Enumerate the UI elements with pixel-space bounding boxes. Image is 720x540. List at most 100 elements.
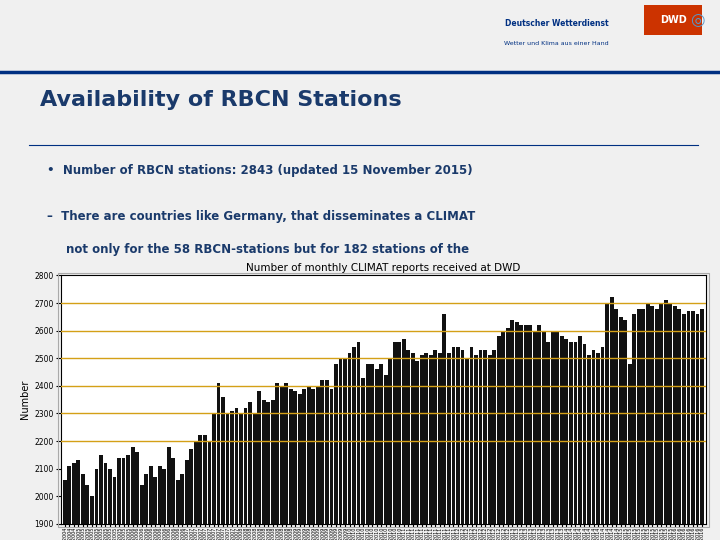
Bar [691, 311, 695, 540]
Bar [212, 414, 216, 540]
Bar [614, 308, 618, 540]
Bar [379, 364, 383, 540]
Bar [618, 317, 623, 540]
Bar [130, 447, 135, 540]
Text: Deutscher Wetterdienst: Deutscher Wetterdienst [505, 19, 608, 28]
Bar [334, 364, 338, 540]
Bar [384, 375, 387, 540]
Bar [664, 300, 667, 540]
Bar [636, 308, 641, 540]
Bar [108, 469, 112, 540]
Bar [682, 314, 686, 540]
Bar [284, 383, 288, 540]
Bar [230, 410, 234, 540]
Bar [158, 466, 161, 540]
Bar [239, 414, 243, 540]
Bar [72, 463, 76, 540]
Bar [86, 485, 89, 540]
Bar [411, 353, 415, 540]
Bar [668, 303, 672, 540]
Bar [266, 402, 270, 540]
Bar [393, 342, 397, 540]
Bar [415, 361, 419, 540]
Bar [696, 314, 699, 540]
Bar [497, 336, 500, 540]
Bar [474, 355, 478, 540]
Bar [330, 389, 333, 540]
Bar [655, 308, 659, 540]
Bar [189, 449, 193, 540]
Bar [112, 477, 117, 540]
Bar [253, 414, 256, 540]
Bar [537, 325, 541, 540]
Bar [76, 460, 81, 540]
Bar [207, 441, 212, 540]
Bar [678, 308, 681, 540]
Bar [479, 350, 482, 540]
Bar [262, 400, 266, 540]
Bar [316, 386, 320, 540]
Text: ◎: ◎ [690, 11, 704, 29]
Bar [610, 298, 613, 540]
Bar [542, 330, 546, 540]
Bar [420, 355, 424, 540]
Bar [176, 480, 180, 540]
Bar [104, 463, 107, 540]
Bar [574, 342, 577, 540]
Bar [153, 477, 157, 540]
Bar [271, 400, 274, 540]
Text: •  Number of RBCN stations: 2843 (updated 15 November 2015): • Number of RBCN stations: 2843 (updated… [47, 164, 472, 177]
Bar [650, 306, 654, 540]
Bar [402, 339, 405, 540]
Bar [501, 330, 505, 540]
Bar [370, 364, 374, 540]
Bar [642, 308, 645, 540]
Bar [397, 342, 401, 540]
Bar [149, 466, 153, 540]
Bar [312, 389, 315, 540]
Bar [564, 339, 568, 540]
Bar [438, 353, 442, 540]
Bar [366, 364, 369, 540]
Bar [406, 350, 410, 540]
Bar [660, 303, 663, 540]
Bar [338, 358, 343, 540]
Bar [289, 389, 293, 540]
Bar [582, 345, 586, 540]
Bar [388, 358, 392, 540]
Bar [162, 469, 166, 540]
Bar [275, 383, 279, 540]
Bar [225, 414, 230, 540]
Bar [199, 435, 202, 540]
Bar [221, 397, 225, 540]
Text: Availability of RBCN Stations: Availability of RBCN Stations [40, 90, 401, 110]
Bar [443, 314, 446, 540]
Bar [578, 336, 582, 540]
Bar [167, 447, 171, 540]
Bar [624, 320, 627, 540]
Bar [510, 320, 514, 540]
Bar [487, 355, 492, 540]
Bar [592, 350, 595, 540]
Y-axis label: Number: Number [20, 380, 30, 419]
Bar [320, 380, 324, 540]
Bar [429, 355, 433, 540]
Bar [302, 389, 306, 540]
Bar [505, 328, 510, 540]
Bar [560, 336, 564, 540]
Bar [348, 353, 351, 540]
Bar [90, 496, 94, 540]
Bar [203, 435, 207, 540]
Bar [122, 457, 125, 540]
Bar [569, 342, 573, 540]
Bar [600, 347, 605, 540]
Bar [533, 330, 536, 540]
Bar [356, 342, 361, 540]
Text: Wetter und Klima aus einer Hand: Wetter und Klima aus einer Hand [504, 42, 608, 46]
Bar [293, 392, 297, 540]
Bar [551, 330, 555, 540]
Bar [298, 394, 302, 540]
Bar [424, 353, 428, 540]
Bar [248, 402, 252, 540]
Text: not only for the 58 RBCN-stations but for 182 stations of the: not only for the 58 RBCN-stations but fo… [66, 243, 469, 256]
